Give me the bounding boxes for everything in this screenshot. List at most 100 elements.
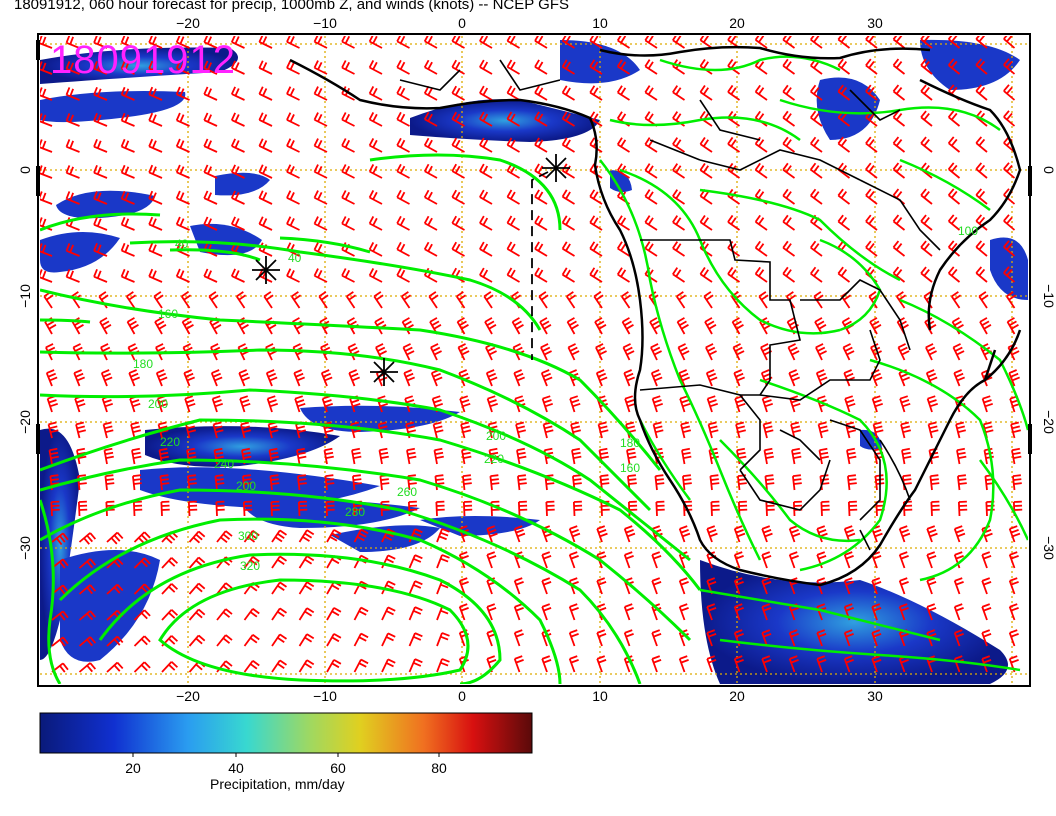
wind-barb-flag [175, 86, 181, 95]
wind-barb-staff [1008, 606, 1016, 621]
colorbar-tick: 60 [330, 760, 346, 776]
wind-barb-flag [40, 113, 43, 121]
wind-barb-flag [120, 216, 126, 225]
wind-barb-staff [1003, 272, 1016, 283]
wind-barb-flag [818, 633, 827, 638]
wind-barb-flag [813, 165, 820, 173]
wind-barb-staff [817, 424, 823, 439]
wind-barb-flag [561, 85, 568, 94]
wind-barb-flag [873, 581, 882, 586]
wind-barb-flag [1010, 659, 1019, 664]
wind-barb-flag [86, 638, 93, 647]
wind-barb-flag [488, 421, 497, 426]
wind-barb-staff [589, 91, 603, 101]
wind-barb-staff [258, 41, 273, 49]
wind-barb-flag [358, 532, 367, 538]
wind-barb-flag [323, 399, 332, 404]
wind-barb-flag [681, 447, 691, 452]
wind-barb-flag [815, 294, 824, 301]
wind-barb-flag [207, 36, 213, 45]
wind-barb-staff [104, 475, 108, 491]
wind-barb-staff [403, 372, 411, 387]
wind-barb-flag [754, 214, 761, 223]
wind-barb-flag [951, 242, 958, 251]
wind-barb-flag [1011, 376, 1020, 382]
wind-barb-flag [482, 87, 489, 96]
wind-barb-flag [895, 60, 903, 69]
wind-barb-flag [69, 88, 74, 97]
wind-barb-flag [433, 421, 442, 426]
wind-barb-flag [241, 425, 251, 430]
wind-barb-staff [479, 92, 493, 101]
wind-barb-flag [286, 86, 292, 95]
wind-barb-staff [898, 606, 906, 621]
wind-barb-staff [565, 295, 576, 309]
wind-barb-flag [130, 372, 139, 378]
wind-barb-flag [709, 376, 718, 382]
wind-barb-flag [706, 603, 716, 608]
wind-barb-flag [899, 346, 908, 352]
wind-barb-flag [871, 629, 881, 634]
wind-barb-flag [385, 584, 394, 590]
wind-barb-flag [843, 294, 852, 301]
wind-barb-flag [567, 343, 576, 349]
wind-barb-flag [313, 242, 319, 251]
wind-barb-staff [121, 171, 135, 179]
wind-barb-flag [951, 112, 958, 121]
wind-barb-flag [738, 482, 747, 485]
wind-barb-staff [672, 117, 685, 127]
wind-barb-flag [840, 61, 848, 69]
wind-barb-flag [592, 243, 599, 252]
wind-barb-staff [121, 197, 135, 205]
wind-barb-flag [413, 531, 422, 537]
wind-barb-flag [506, 241, 513, 250]
wind-barb-staff [699, 91, 713, 101]
wind-barb-flag [317, 113, 323, 122]
wind-barb-flag [385, 636, 394, 642]
contour-label: 300 [238, 529, 258, 543]
wind-barb-flag [69, 166, 74, 175]
wind-barb-staff [761, 554, 768, 569]
wind-barb-flag [708, 324, 717, 330]
wind-barb-flag [124, 140, 130, 149]
wind-barb-staff [479, 66, 493, 75]
wind-barb-flag [203, 112, 209, 121]
wind-barb-staff [396, 196, 410, 205]
wind-barb-flag [515, 633, 524, 638]
wind-barb-staff [298, 529, 308, 543]
contour-label: 160 [158, 307, 178, 321]
wind-barb-flag [840, 217, 848, 225]
wind-barb-staff [761, 398, 768, 413]
wind-barb-flag [105, 478, 114, 481]
wind-barb-flag [93, 36, 98, 44]
wind-barb-flag [344, 217, 351, 226]
wind-barb-flag [647, 61, 654, 70]
wind-barb-staff [617, 273, 630, 283]
wind-barb-flag [653, 555, 662, 560]
wind-barb-flag [599, 376, 608, 382]
wind-barb-staff [517, 501, 521, 517]
wind-barb-flag [399, 61, 406, 70]
wind-barb-staff [517, 475, 521, 491]
wind-barb-flag [928, 555, 937, 560]
wind-barb-flag [730, 217, 737, 225]
wind-barb-flag [78, 482, 87, 485]
wind-barb-flag [372, 243, 378, 252]
wind-barb-flag [406, 447, 416, 452]
wind-barb-staff [408, 632, 416, 647]
wind-barb-flag [868, 36, 875, 43]
wind-barb-flag [569, 603, 578, 608]
wind-barb-staff [562, 221, 575, 231]
wind-barb-flag [570, 633, 579, 638]
wind-barb-staff [644, 91, 658, 101]
wind-barb-flag [754, 84, 761, 93]
wind-barb-flag [565, 87, 571, 96]
wind-barb-flag [680, 372, 689, 378]
wind-barb-staff [271, 659, 281, 673]
wind-barb-flag [160, 451, 169, 456]
wind-barb-flag [387, 580, 396, 586]
wind-barb-staff [652, 424, 658, 439]
wind-barb-staff [188, 660, 200, 673]
wind-barb-staff [106, 531, 118, 543]
wind-barb-flag [789, 346, 798, 352]
